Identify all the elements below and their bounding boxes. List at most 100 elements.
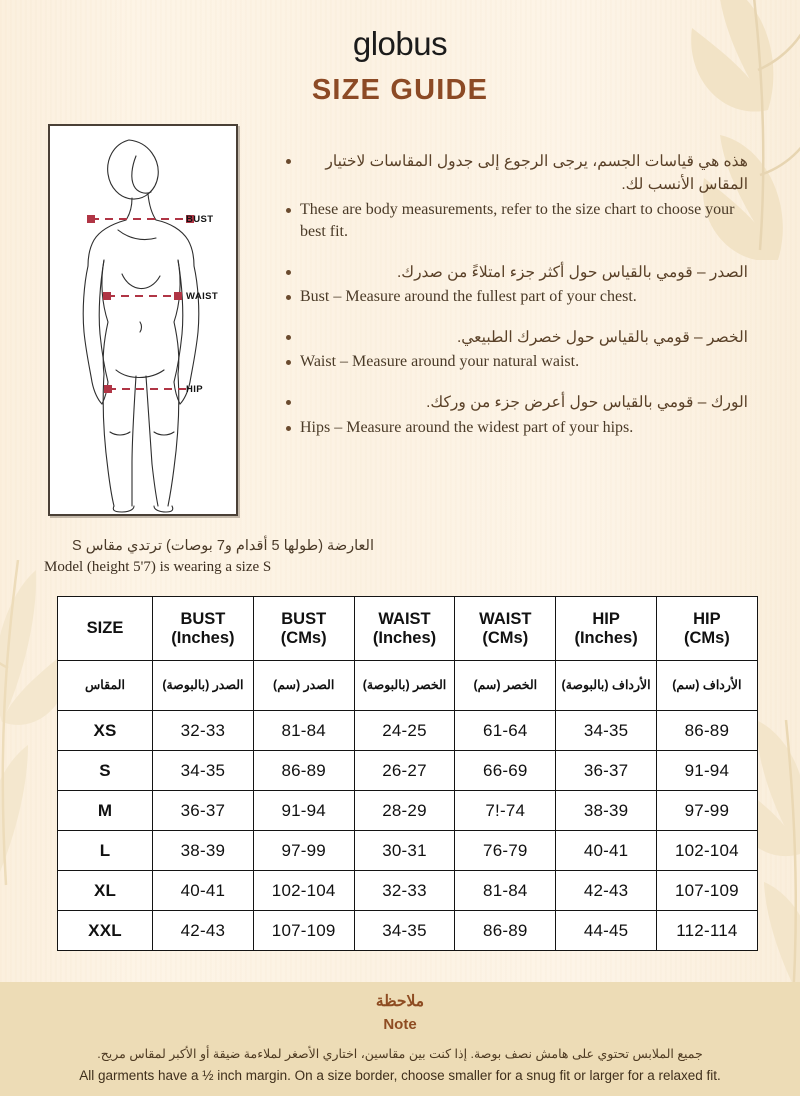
cell-hip-inches: 40-41 xyxy=(555,830,657,871)
instruction-row-arabic: الصدر – قومي بالقياس حول أكثر جزء امتلاء… xyxy=(286,261,748,284)
bullet-dot-icon xyxy=(286,360,291,366)
header-sub: (CMs) xyxy=(683,628,730,647)
cell-waist-cms: 61-64 xyxy=(454,710,557,751)
header-hip-cms: HIP (CMs) xyxy=(655,596,758,661)
header-bust-cms: BUST (CMs) xyxy=(252,596,355,661)
cell-waist-cms: 66-69 xyxy=(454,750,557,791)
model-caption-arabic: العارضة (طولها 5 أقدام و7 بوصات) ترتدي م… xyxy=(72,538,374,554)
cell-waist-inches: 30-31 xyxy=(353,830,456,871)
model-caption: العارضة (طولها 5 أقدام و7 بوصات) ترتدي م… xyxy=(44,536,374,578)
instruction-row-english: Bust – Measure around the fullest part o… xyxy=(286,286,748,308)
header-waist-inches: WAIST (Inches) xyxy=(353,596,456,661)
bullet-dot-icon xyxy=(286,207,291,213)
instruction-text-english: Waist – Measure around your natural wais… xyxy=(300,353,580,371)
table-header-row-arabic: المقاس الصدر (بالبوصة) الصدر (سم) الخصر … xyxy=(57,660,758,711)
instruction-row-english: Hips – Measure around the widest part of… xyxy=(286,417,748,439)
cell-bust-inches: 40-41 xyxy=(152,870,254,911)
bullet-dot-icon xyxy=(286,334,291,340)
header-bust-inches: BUST (Inches) xyxy=(152,596,254,661)
size-chart-table: SIZE BUST (Inches) BUST (CMs) WAIST (Inc… xyxy=(57,596,758,951)
header-main: BUST xyxy=(180,610,226,629)
instruction-group-intro: هذه هي قياسات الجسم، يرجى الرجوع إلى جدو… xyxy=(286,150,748,243)
instruction-row-arabic: الورك – قومي بالقياس حول أعرض جزء من ورك… xyxy=(286,391,748,414)
header-sub: (Inches) xyxy=(372,628,437,647)
header-sub: (CMs) xyxy=(280,628,327,647)
header-size-arabic: المقاس xyxy=(57,660,153,711)
header-hip-inches: HIP (Inches) xyxy=(555,596,657,661)
instruction-row-english: These are body measurements, refer to th… xyxy=(286,199,748,243)
header-main: WAIST xyxy=(378,610,431,629)
cell-hip-cms: 97-99 xyxy=(655,790,758,831)
header-bust-inches-arabic: الصدر (بالبوصة) xyxy=(152,660,254,711)
cell-waist-inches: 28-29 xyxy=(353,790,456,831)
note-section: ملاحظة Note جميع الملابس تحتوي على هامش … xyxy=(0,982,800,1096)
cell-size: S xyxy=(57,750,153,791)
bullet-dot-icon xyxy=(286,425,291,431)
cell-hip-cms: 107-109 xyxy=(655,870,758,911)
cell-hip-cms: 86-89 xyxy=(655,710,758,751)
header-sub: (Inches) xyxy=(171,628,235,647)
bullet-dot-icon xyxy=(286,294,291,300)
cell-bust-inches: 36-37 xyxy=(152,790,254,831)
table-row: XXL 42-43 107-109 34-35 86-89 44-45 112-… xyxy=(57,910,758,951)
cell-waist-cms: 86-89 xyxy=(454,910,557,951)
instruction-row-english: Waist – Measure around your natural wais… xyxy=(286,351,748,373)
cell-bust-cms: 102-104 xyxy=(252,870,355,911)
header-main: WAIST xyxy=(479,610,532,629)
instruction-group-bust: الصدر – قومي بالقياس حول أكثر جزء امتلاء… xyxy=(286,261,748,308)
header-main: HIP xyxy=(592,610,620,629)
cell-hip-inches: 38-39 xyxy=(555,790,657,831)
instruction-group-waist: الخصر – قومي بالقياس حول خصرك الطبيعي. W… xyxy=(286,326,748,373)
cell-bust-cms: 91-94 xyxy=(252,790,355,831)
cell-hip-cms: 112-114 xyxy=(655,910,758,951)
page-header: globus SIZE GUIDE xyxy=(0,25,800,107)
cell-size: L xyxy=(57,830,153,871)
cell-size: XS xyxy=(57,710,153,751)
page-title: SIZE GUIDE xyxy=(311,74,489,107)
header-main: SIZE xyxy=(86,619,124,638)
note-body-english: All garments have a ½ inch margin. On a … xyxy=(79,1067,721,1083)
instruction-text-arabic: الورك – قومي بالقياس حول أعرض جزء من ورك… xyxy=(426,394,748,412)
cell-waist-cms: 81-84 xyxy=(454,870,557,911)
instruction-text-english: Hips – Measure around the widest part of… xyxy=(300,418,634,436)
header-hip-cms-arabic: الأرداف (سم) xyxy=(655,660,758,711)
cell-hip-cms: 91-94 xyxy=(655,750,758,791)
cell-hip-inches: 42-43 xyxy=(555,870,657,911)
label-bust: BUST xyxy=(186,214,214,225)
cell-bust-cms: 97-99 xyxy=(252,830,355,871)
cell-size: XL xyxy=(57,870,153,911)
bullet-dot-icon xyxy=(286,269,291,275)
cell-bust-inches: 38-39 xyxy=(152,830,254,871)
cell-size: XXL xyxy=(57,910,153,951)
cell-waist-inches: 24-25 xyxy=(353,710,456,751)
table-row: S 34-35 86-89 26-27 66-69 36-37 91-94 xyxy=(57,750,758,791)
cell-waist-inches: 32-33 xyxy=(353,870,456,911)
label-waist: WAIST xyxy=(186,291,219,302)
header-sub: (Inches) xyxy=(574,628,638,647)
measurement-overlay xyxy=(87,215,194,393)
header-hip-inches-arabic: الأرداف (بالبوصة) xyxy=(555,660,657,711)
header-main: HIP xyxy=(693,610,721,629)
instruction-text-arabic: هذه هي قياسات الجسم، يرجى الرجوع إلى جدو… xyxy=(325,153,748,194)
cell-hip-inches: 36-37 xyxy=(555,750,657,791)
table-row: XL 40-41 102-104 32-33 81-84 42-43 107-1… xyxy=(57,870,758,911)
note-title-english: Note xyxy=(383,1016,417,1034)
cell-size: M xyxy=(57,790,153,831)
cell-bust-inches: 32-33 xyxy=(152,710,254,751)
header-waist-inches-arabic: الخصر (بالبوصة) xyxy=(353,660,456,711)
cell-waist-cms: 76-79 xyxy=(454,830,557,871)
instruction-group-hips: الورك – قومي بالقياس حول أعرض جزء من ورك… xyxy=(286,391,748,438)
instruction-text-english: These are body measurements, refer to th… xyxy=(300,200,735,240)
cell-hip-inches: 34-35 xyxy=(555,710,657,751)
note-title-arabic: ملاحظة xyxy=(375,993,425,1010)
cell-hip-cms: 102-104 xyxy=(655,830,758,871)
cell-bust-inches: 34-35 xyxy=(152,750,254,791)
cell-bust-cms: 81-84 xyxy=(252,710,355,751)
label-hip: HIP xyxy=(186,384,204,395)
table-row: XS 32-33 81-84 24-25 61-64 34-35 86-89 xyxy=(57,710,758,751)
header-main: BUST xyxy=(281,610,327,629)
table-row: M 36-37 91-94 28-29 7!-74 38-39 97-99 xyxy=(57,790,758,831)
cell-hip-inches: 44-45 xyxy=(555,910,657,951)
measurement-instructions: هذه هي قياسات الجسم، يرجى الرجوع إلى جدو… xyxy=(286,150,748,441)
